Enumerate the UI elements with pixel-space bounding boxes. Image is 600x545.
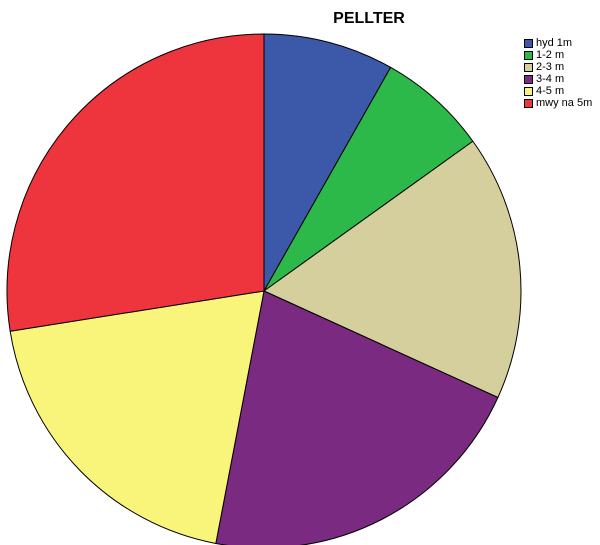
legend-label: mwy na 5m (536, 97, 593, 109)
legend-swatch (524, 38, 533, 48)
legend-item: 3-4 m (524, 73, 592, 85)
legend-label: hyd 1m (536, 37, 573, 49)
legend-label: 2-3 m (536, 61, 565, 73)
pie-slice-hyd-1m (263, 33, 392, 292)
pie-slice-3-4-m (215, 290, 499, 545)
legend-item: hyd 1m (524, 37, 592, 49)
legend-item: 2-3 m (524, 61, 592, 73)
legend-label: 1-2 m (536, 49, 565, 61)
pie-slice-mwy-na-5m (6, 33, 265, 332)
legend-swatch (524, 62, 533, 72)
pie-slice-1-2-m (263, 66, 474, 292)
pie-slice-2-3-m (263, 140, 522, 398)
pie-slice-4-5-m (9, 290, 265, 544)
legend-item: 4-5 m (524, 85, 592, 97)
legend-item: mwy na 5m (524, 97, 592, 109)
legend-swatch (524, 74, 533, 84)
legend-label: 4-5 m (536, 85, 565, 97)
legend-swatch (524, 98, 533, 108)
chart-title: PELLTER (333, 10, 405, 27)
legend-swatch (524, 50, 533, 60)
legend-item: 1-2 m (524, 49, 592, 61)
legend-swatch (524, 86, 533, 96)
chart-legend: hyd 1m 1-2 m 2-3 m 3-4 m 4-5 m mwy na 5m (524, 37, 592, 109)
legend-label: 3-4 m (536, 73, 565, 85)
